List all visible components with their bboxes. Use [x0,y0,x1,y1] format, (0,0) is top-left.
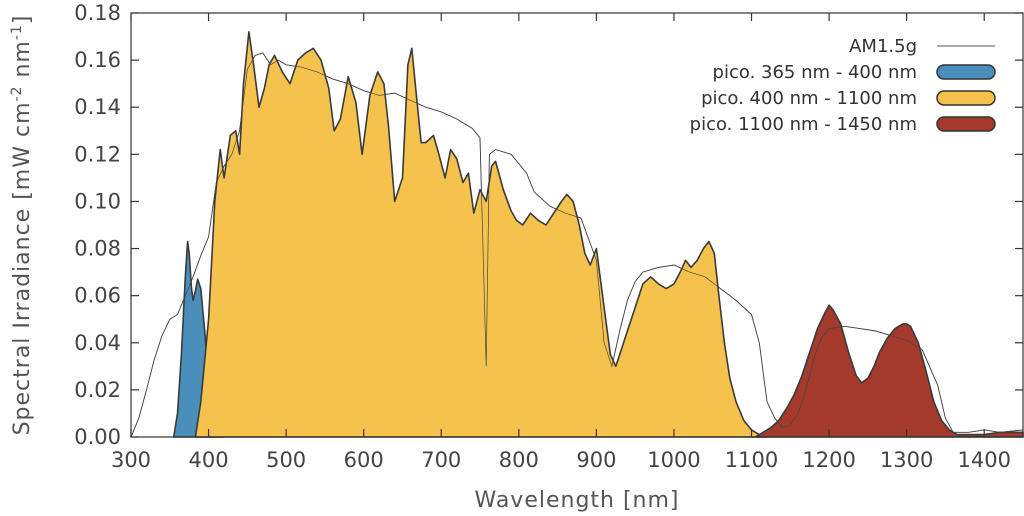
legend-swatch [936,90,996,106]
x-tick-label: 400 [189,448,229,472]
legend-label: AM1.5g [849,36,917,57]
y-title-sup1: -2 [9,86,25,102]
legend-swatch [936,64,996,80]
x-tick-label: 1400 [957,448,1010,472]
x-tick-label: 1100 [725,448,778,472]
y-tick-label: 0.10 [74,189,121,213]
series-area-3 [754,304,1024,438]
legend: AM1.5g pico. 365 nm - 400 nm pico. 400 nm … [690,36,996,135]
y-tick-label: 0.06 [74,284,121,308]
y-tick-label: 0.14 [74,95,121,119]
x-tick-label: 900 [576,448,616,472]
y-tick-label: 0.16 [74,48,121,72]
x-axis: 300 400 500 600 700 800 900 1000 1100 1200 1300 140… [111,13,1011,472]
y-tick-label: 0.02 [74,378,121,402]
x-tick-label: 300 [111,448,151,472]
x-tick-label: 1000 [647,448,700,472]
x-tick-label: 1300 [880,448,933,472]
x-axis-title: Wavelength [nm] [474,488,679,513]
legend-label: pico. 400 nm - 1100 nm [701,88,917,109]
y-tick-label: 0.12 [74,142,121,166]
y-axis-title: Spectral Irradiance [mW cm-2 nm-1] [9,15,35,436]
x-tick-label: 1200 [802,448,855,472]
series-line-am15g-overlay [130,52,1024,438]
legend-label: pico. 365 nm - 400 nm [713,62,917,83]
x-tick-label: 500 [266,448,306,472]
y-tick-label: 0.00 [74,425,121,449]
y-tick-label: 0.08 [74,237,121,261]
y-title-end: ] [10,15,35,25]
y-title-mid: nm [10,40,35,85]
y-axis: 0.00 0.02 0.04 0.06 0.08 0.10 0.12 0.14 0.16 0.18 [74,1,1023,449]
y-tick-label: 0.04 [74,331,121,355]
x-tick-label: 600 [344,448,384,472]
series-layer [130,31,1024,438]
y-title-sup2: -1 [9,24,25,40]
plot-frame [130,12,1024,438]
y-title-main: Spectral Irradiance [mW cm [10,102,35,436]
legend-label: pico. 1100 nm - 1450 nm [690,114,917,135]
x-tick-label: 800 [499,448,539,472]
y-tick-label: 0.18 [74,1,121,25]
legend-swatch [936,116,996,132]
x-tick-label: 700 [421,448,461,472]
